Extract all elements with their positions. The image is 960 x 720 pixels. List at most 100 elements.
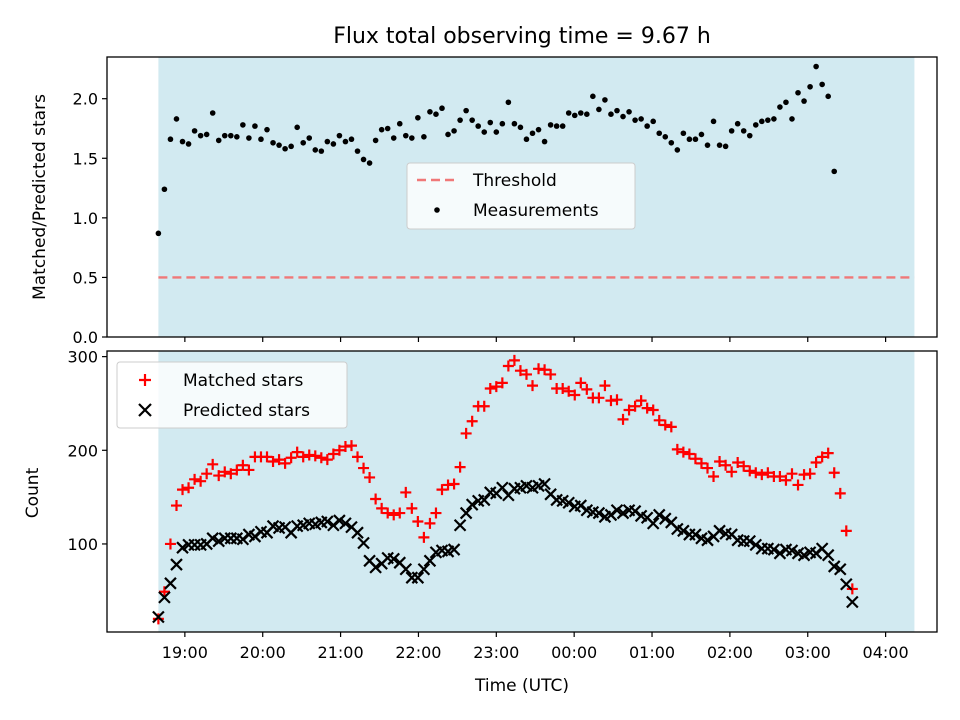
- x-tick-label: 01:00: [629, 643, 675, 662]
- data-point: [264, 126, 270, 133]
- y-tick-label: 0.0: [73, 328, 98, 347]
- data-point: [177, 484, 189, 496]
- data-point: [267, 456, 279, 468]
- data-point: [539, 364, 551, 376]
- data-point: [702, 462, 714, 474]
- data-point: [671, 443, 683, 455]
- data-point: [370, 493, 382, 505]
- data-point: [207, 458, 219, 470]
- y-tick-label: 300: [67, 348, 98, 367]
- data-point: [170, 500, 182, 512]
- data-point: [665, 421, 677, 433]
- x-tick-label: 21:00: [318, 643, 364, 662]
- data-point: [490, 381, 502, 393]
- data-point: [614, 107, 620, 114]
- data-point: [453, 518, 467, 532]
- data-point: [752, 122, 759, 128]
- data-point: [300, 139, 307, 146]
- data-point: [475, 123, 482, 129]
- data-point: [734, 120, 741, 127]
- data-point: [650, 118, 656, 125]
- data-point: [581, 383, 593, 395]
- data-point: [714, 456, 726, 468]
- data-point: [424, 517, 436, 529]
- data-point: [209, 110, 216, 116]
- data-point: [592, 506, 606, 520]
- data-point: [611, 394, 623, 406]
- data-point: [638, 116, 644, 122]
- data-point: [535, 126, 542, 133]
- legend-threshold-label: Threshold: [472, 171, 557, 191]
- data-point: [357, 536, 370, 550]
- data-point: [417, 562, 431, 576]
- legend-predicted-swatch: [138, 403, 152, 417]
- data-point: [508, 354, 520, 366]
- data-point: [807, 83, 813, 90]
- data-point: [632, 117, 638, 123]
- data-point: [369, 561, 382, 574]
- data-point: [309, 450, 321, 462]
- x-tick-label: 04:00: [863, 643, 909, 662]
- data-point: [689, 453, 701, 465]
- data-point: [406, 502, 418, 514]
- data-point: [626, 109, 632, 115]
- data-point: [571, 112, 578, 119]
- data-point: [658, 512, 672, 525]
- x-tick-label: 00:00: [551, 643, 597, 662]
- x-tick-label: 03:00: [785, 643, 831, 662]
- y-tick-label: 200: [67, 441, 98, 460]
- data-point: [411, 571, 425, 584]
- data-point: [652, 508, 666, 522]
- data-point: [243, 464, 255, 476]
- data-point: [680, 130, 687, 137]
- data-point: [646, 517, 660, 530]
- data-point: [553, 123, 560, 129]
- data-point: [704, 142, 711, 148]
- data-point: [237, 459, 249, 471]
- data-point: [469, 117, 475, 123]
- data-point: [819, 81, 825, 88]
- data-point: [412, 515, 424, 527]
- data-point: [840, 525, 852, 537]
- data-point: [219, 466, 231, 478]
- series-predicted-stars: [152, 477, 859, 624]
- data-point: [376, 502, 388, 514]
- data-point: [366, 160, 373, 166]
- data-point: [372, 137, 379, 144]
- data-point: [499, 120, 506, 127]
- data-point: [563, 385, 575, 397]
- data-point: [623, 404, 635, 416]
- data-point: [821, 548, 835, 562]
- data-point: [502, 360, 514, 372]
- data-point: [447, 543, 461, 556]
- data-point: [565, 110, 572, 116]
- data-point: [465, 498, 479, 511]
- data-point: [418, 531, 430, 543]
- data-point: [816, 451, 828, 463]
- data-point: [436, 484, 448, 496]
- data-point: [297, 451, 309, 463]
- data-point: [825, 93, 831, 100]
- data-point: [240, 122, 246, 128]
- data-point: [197, 132, 204, 139]
- data-point: [364, 471, 376, 483]
- data-point: [484, 382, 496, 394]
- data-point: [321, 454, 333, 466]
- data-point: [834, 487, 846, 499]
- data-point: [804, 468, 816, 480]
- data-point: [786, 468, 798, 480]
- data-point: [738, 460, 750, 472]
- data-point: [593, 392, 605, 404]
- data-point: [644, 123, 650, 129]
- x-tick-label: 23:00: [473, 643, 519, 662]
- data-point: [759, 118, 765, 125]
- data-point: [170, 558, 183, 571]
- data-point: [529, 130, 536, 137]
- data-point: [577, 110, 584, 116]
- data-point: [394, 507, 406, 519]
- data-point: [608, 111, 614, 117]
- bottom-panel: 100 200 300 19:00 20:00 21:00 22:00 23:00 00:00 0…: [67, 348, 938, 662]
- data-point: [215, 137, 222, 144]
- data-point: [227, 132, 234, 139]
